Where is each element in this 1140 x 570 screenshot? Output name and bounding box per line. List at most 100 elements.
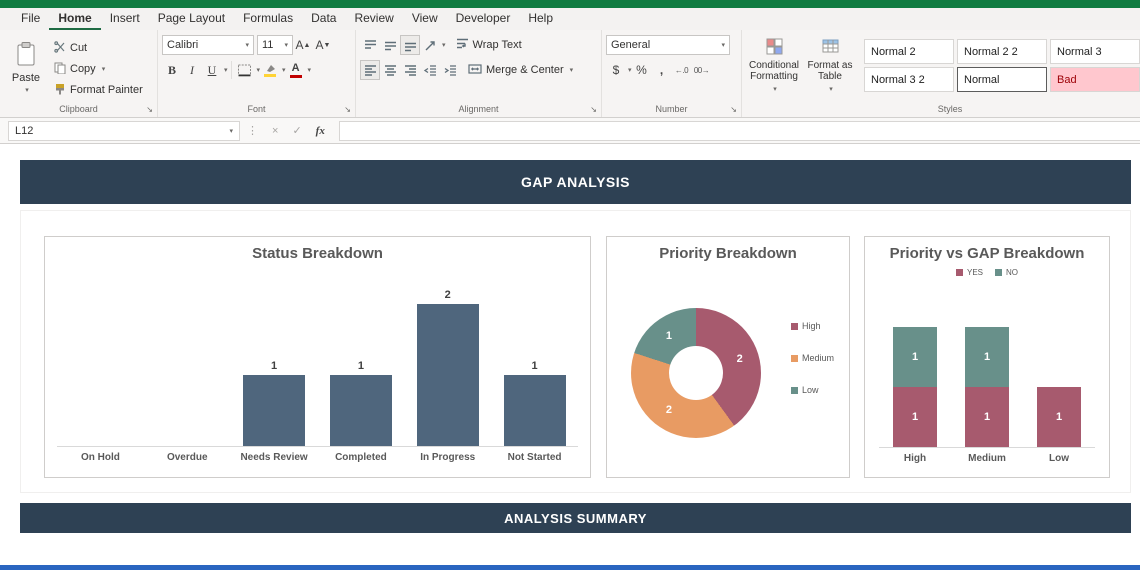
- menu-tab-home[interactable]: Home: [49, 8, 101, 30]
- wrap-text-label: Wrap Text: [472, 39, 522, 51]
- font-color-button[interactable]: A: [286, 60, 306, 80]
- clipboard-group-label: Clipboard: [59, 104, 98, 114]
- increase-font-size-button[interactable]: A ▲: [295, 38, 311, 52]
- bottom-align-button[interactable]: [400, 35, 420, 55]
- category-label: Overdue: [166, 452, 208, 463]
- font-size-select[interactable]: 11 ▾: [257, 35, 293, 55]
- menu-tab-developer[interactable]: Developer: [455, 11, 511, 25]
- cell-style-normal-3[interactable]: Normal 3: [1050, 39, 1140, 64]
- top-align-button[interactable]: [360, 35, 380, 55]
- percent-style-button[interactable]: %: [636, 63, 647, 77]
- chart-title: Status Breakdown: [252, 245, 383, 262]
- conditional-formatting-button[interactable]: Conditional Formatting ▾: [746, 35, 802, 101]
- cell-style-normal-3-2[interactable]: Normal 3 2: [864, 67, 954, 92]
- alignment-dialog-launcher-icon[interactable]: ↘: [590, 105, 597, 114]
- chevron-down-icon: ▾: [245, 42, 249, 49]
- stacked-bar: 1: [1037, 387, 1081, 447]
- wrap-text-button[interactable]: Wrap Text: [454, 36, 524, 54]
- alignment-group-label: Alignment: [458, 104, 499, 114]
- chevron-down-icon: ▾: [229, 127, 233, 135]
- stack-column: 1: [1023, 387, 1095, 447]
- cut-button[interactable]: Cut: [52, 39, 145, 57]
- wrap-text-icon: [456, 37, 469, 53]
- increase-indent-button[interactable]: [440, 60, 460, 80]
- insert-function-button[interactable]: fx: [315, 124, 325, 137]
- bold-button[interactable]: B: [167, 62, 176, 77]
- decrease-indent-button[interactable]: [420, 60, 440, 80]
- status-breakdown-chart[interactable]: Status Breakdown 1 1 2 1 On Hold Overdue Need…: [44, 236, 591, 478]
- middle-align-button[interactable]: [380, 35, 400, 55]
- paste-button[interactable]: Paste ▾: [4, 35, 48, 99]
- formula-input[interactable]: [338, 120, 1140, 141]
- menu-tab-formulas[interactable]: Formulas: [243, 11, 294, 25]
- menu-tab-data[interactable]: Data: [311, 11, 337, 25]
- legend-label: NO: [1006, 267, 1018, 277]
- clipboard-group: Paste ▾ Cut Copy ▾ Format Painter C: [0, 30, 158, 117]
- menu-tab-file[interactable]: File: [21, 11, 41, 25]
- number-group: General ▾ $ ▾ % , ←.0 00→ Number ↘: [602, 30, 742, 117]
- legend-item: NO: [995, 266, 1018, 278]
- name-box[interactable]: L12 ▾: [8, 120, 240, 141]
- increase-decimal-button[interactable]: ←.0: [674, 65, 689, 75]
- legend-label: Low: [802, 385, 819, 395]
- align-right-button[interactable]: [400, 60, 420, 80]
- ribbon: Paste ▾ Cut Copy ▾ Format Painter C: [0, 30, 1140, 118]
- clipboard-dialog-launcher-icon[interactable]: ↘: [146, 105, 153, 114]
- chevron-down-icon: ▾: [25, 86, 29, 94]
- chevron-down-icon[interactable]: ▾: [282, 67, 286, 74]
- center-align-button[interactable]: [380, 60, 400, 80]
- chevron-down-icon[interactable]: ▾: [628, 67, 632, 74]
- merge-center-button[interactable]: Merge & Center ▾: [466, 61, 575, 79]
- cell-style-normal-2[interactable]: Normal 2: [864, 39, 954, 64]
- number-dialog-launcher-icon[interactable]: ↘: [730, 105, 737, 114]
- bar-slot: 2: [404, 289, 491, 446]
- more-dots-icon: ⋮: [247, 125, 258, 137]
- font-dialog-launcher-icon[interactable]: ↘: [344, 105, 351, 114]
- menu-tab-insert[interactable]: Insert: [109, 11, 140, 25]
- legend-swatch-icon: [791, 322, 798, 330]
- chevron-down-icon[interactable]: ▾: [224, 67, 228, 74]
- chevron-down-icon: ▾: [284, 42, 288, 49]
- donut-value-label: 2: [736, 352, 743, 365]
- chevron-down-icon[interactable]: ▾: [442, 42, 446, 49]
- number-format-value: General: [611, 39, 651, 51]
- orientation-button[interactable]: [420, 35, 440, 55]
- borders-button[interactable]: [235, 60, 255, 80]
- status-bar: [243, 375, 306, 446]
- chevron-down-icon[interactable]: ▾: [256, 67, 261, 74]
- comma-style-button[interactable]: ,: [659, 63, 664, 77]
- underline-button[interactable]: U: [207, 62, 217, 77]
- decrease-decimal-button[interactable]: 00→: [693, 65, 710, 75]
- decrease-font-size-button[interactable]: A ▼: [315, 38, 331, 52]
- format-as-table-button[interactable]: Format as Table ▾: [802, 35, 858, 101]
- cancel-icon[interactable]: ×: [272, 124, 279, 137]
- align-left-button[interactable]: [360, 60, 380, 80]
- category-label: High: [903, 453, 927, 464]
- cell-style-normal-2-2[interactable]: Normal 2 2: [957, 39, 1047, 64]
- cell-style-bad[interactable]: Bad: [1050, 67, 1140, 92]
- accounting-format-button[interactable]: $: [612, 63, 620, 77]
- font-name-select[interactable]: Calibri ▾: [162, 35, 254, 55]
- menu-tab-review[interactable]: Review: [354, 11, 394, 25]
- priority-breakdown-chart[interactable]: Priority Breakdown 2 2 1 High Medium Low: [606, 236, 850, 478]
- menu-tab-view[interactable]: View: [411, 11, 438, 25]
- italic-button[interactable]: I: [190, 62, 194, 77]
- pvg-legend: YES NO: [865, 266, 1109, 278]
- format-painter-button[interactable]: Format Painter: [52, 81, 145, 99]
- number-format-select[interactable]: General ▾: [606, 35, 730, 55]
- cell-style-normal[interactable]: Normal: [957, 67, 1047, 92]
- copy-button[interactable]: Copy ▾: [52, 60, 145, 78]
- font-group-label: Font: [247, 104, 266, 114]
- menu-tab-help[interactable]: Help: [528, 11, 554, 25]
- menu-tab-page-layout[interactable]: Page Layout: [157, 11, 226, 25]
- taskbar-strip: [0, 565, 1140, 570]
- stack-segment: 1: [965, 387, 1009, 447]
- enter-icon[interactable]: ✓: [292, 125, 302, 137]
- worksheet-content-frame: [20, 210, 1131, 493]
- category-label: On Hold: [80, 452, 120, 463]
- fill-color-button[interactable]: [260, 60, 280, 80]
- chevron-down-icon[interactable]: ▾: [307, 67, 312, 74]
